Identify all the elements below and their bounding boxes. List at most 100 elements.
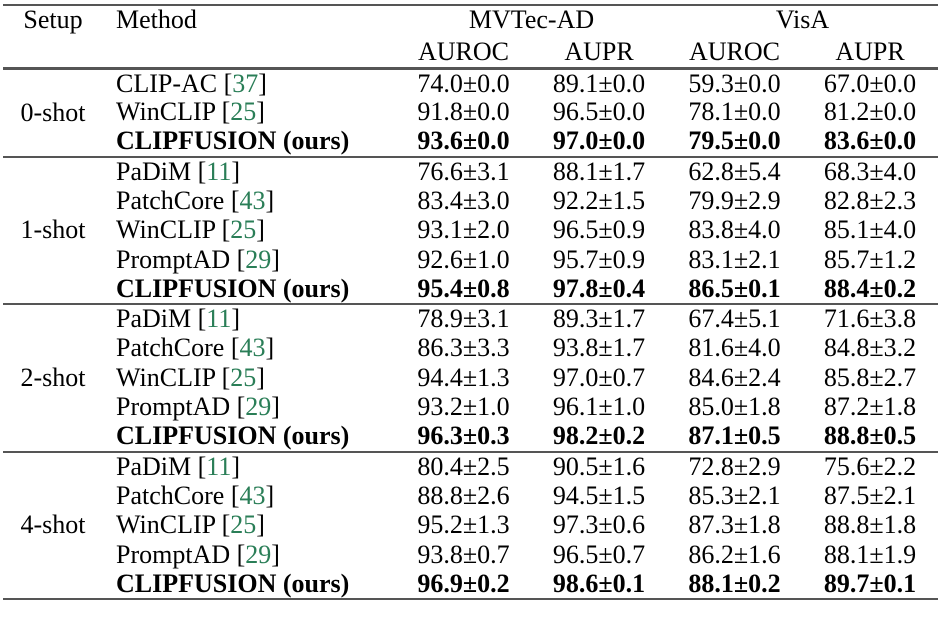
value-cell: 84.8±3.2 <box>823 333 917 363</box>
citation-link[interactable]: [25] <box>222 363 265 392</box>
value-cell: 89.7±0.1 <box>823 568 917 598</box>
value-cell: 85.8±2.7 <box>823 362 917 392</box>
method-cell: PromptAD [29] <box>103 540 396 570</box>
value-cell: 95.4±0.8 <box>417 273 510 303</box>
value-cell: 78.9±3.1 <box>417 304 510 334</box>
citation-bracket-open: [ <box>230 185 240 215</box>
method-name: PaDiM <box>116 156 192 186</box>
citation-link[interactable]: [29] <box>237 540 280 569</box>
method-cell: WinCLIP [25] <box>103 98 396 128</box>
value-cell: 59.3±0.0 <box>688 68 781 98</box>
method-name: PromptAD <box>116 392 231 422</box>
method-name: PromptAD <box>116 244 231 274</box>
setup-cell: 1-shot <box>20 215 86 245</box>
citation-bracket-close: ] <box>231 451 241 481</box>
method-name: PromptAD <box>116 539 231 569</box>
citation-link[interactable]: [25] <box>222 215 265 244</box>
citation-link[interactable]: [43] <box>231 481 274 510</box>
col-header-setup: Setup <box>23 5 83 34</box>
citation-link[interactable]: [25] <box>222 510 265 539</box>
value-cell: 88.1±0.2 <box>688 568 781 598</box>
method-name: WinCLIP <box>116 215 216 245</box>
table-row: PatchCore [43] 83.4±3.0 92.2±1.5 79.9±2.9 82… <box>3 186 938 216</box>
citation-bracket-close: ] <box>271 539 280 569</box>
table-row: CLIPFUSION (ours) 95.4±0.8 97.8±0.4 86.5±0.… <box>3 273 938 305</box>
method-cell: PaDiM [11] <box>103 157 396 187</box>
value-cell: 83.8±4.0 <box>688 215 781 245</box>
citation-number: 25 <box>230 510 257 540</box>
citation-bracket-close: ] <box>271 244 280 274</box>
citation-bracket-close: ] <box>271 392 280 422</box>
table-row: 2-shot PaDiM [11] 78.9±3.1 89.3±1.7 67.4±5.1… <box>3 304 938 391</box>
table-row: 4-shot PaDiM [11] 80.4±2.5 90.5±1.6 72.8±2.9… <box>3 451 938 538</box>
citation-number: 29 <box>245 244 272 274</box>
value-cell: 83.1±2.1 <box>688 244 781 274</box>
citation-number: 29 <box>245 539 272 569</box>
citation-number: 25 <box>230 362 257 392</box>
table-row: WinCLIP [25] 93.1±2.0 96.5±0.9 83.8±4.0 85.1… <box>3 216 938 246</box>
value-cell: 89.3±1.7 <box>552 304 646 334</box>
value-cell: 93.8±1.7 <box>552 333 646 363</box>
col-header-aupr-mvtec: AUPR <box>564 37 634 67</box>
setup-group: 4-shot PaDiM [11] 80.4±2.5 90.5±1.6 72.8±2.9… <box>3 451 939 600</box>
citation-link[interactable]: [43] <box>231 186 274 215</box>
value-cell: 67.4±5.1 <box>688 304 781 334</box>
citation-link[interactable]: [29] <box>237 245 280 274</box>
citation-link[interactable]: [43] <box>231 333 274 362</box>
value-cell: 95.2±1.3 <box>417 510 510 540</box>
header-row-metrics: AUROC AUPR AUROC AUPR <box>3 38 938 68</box>
setup-group: 1-shot PaDiM [11] 76.6±3.1 88.1±1.7 62.8±5.4… <box>3 156 939 305</box>
method-name: CLIPFUSION (ours) <box>116 568 350 598</box>
value-cell: 96.9±0.2 <box>417 568 510 598</box>
table-row: CLIPFUSION (ours) 96.9±0.2 98.6±0.1 88.1±0.… <box>3 568 938 600</box>
setup-group: 2-shot PaDiM [11] 78.9±3.1 89.3±1.7 67.4±5.1… <box>3 304 939 452</box>
citation-number: 43 <box>239 185 266 215</box>
results-table: Setup Method MVTec-AD VisA AUROC AUPR AU… <box>3 4 939 600</box>
value-cell: 94.5±1.5 <box>552 480 646 510</box>
value-cell: 75.6±2.2 <box>823 451 917 481</box>
value-cell: 87.3±1.8 <box>688 510 781 540</box>
value-cell: 92.2±1.5 <box>552 185 646 215</box>
value-cell: 85.0±1.8 <box>688 392 781 422</box>
citation-bracket-open: [ <box>236 244 246 274</box>
value-cell: 97.0±0.0 <box>552 126 646 156</box>
citation-number: 11 <box>206 304 232 334</box>
citation-link[interactable]: [11] <box>198 452 240 481</box>
table-row: PromptAD [29] 92.6±1.0 95.7±0.9 83.1±2.1 85.… <box>3 245 938 275</box>
value-cell: 96.3±0.3 <box>417 421 510 451</box>
citation-bracket-open: [ <box>221 97 231 127</box>
value-cell: 93.1±2.0 <box>417 215 510 245</box>
citation-link[interactable]: [25] <box>222 97 265 126</box>
col-header-method: Method <box>116 5 197 34</box>
value-cell: 93.6±0.0 <box>417 126 510 156</box>
citation-bracket-close: ] <box>256 362 265 392</box>
citation-bracket-open: [ <box>197 156 207 186</box>
setup-cell: 4-shot <box>20 510 86 540</box>
value-cell: 88.1±1.7 <box>552 156 646 186</box>
citation-link[interactable]: [37] <box>224 69 267 98</box>
value-cell: 82.8±2.3 <box>823 185 917 215</box>
value-cell: 87.5±2.1 <box>823 480 917 510</box>
value-cell: 85.7±1.2 <box>823 244 917 274</box>
value-cell: 95.7±0.9 <box>552 244 646 274</box>
citation-number: 37 <box>232 68 259 98</box>
method-name: WinCLIP <box>116 97 216 127</box>
value-cell: 98.6±0.1 <box>552 568 646 598</box>
value-cell: 88.4±0.2 <box>823 273 917 303</box>
citation-number: 43 <box>239 333 266 363</box>
value-cell: 68.3±4.0 <box>823 156 917 186</box>
citation-link[interactable]: [11] <box>198 304 240 333</box>
citation-link[interactable]: [11] <box>198 157 240 186</box>
value-cell: 96.5±0.7 <box>552 539 646 569</box>
method-name: CLIPFUSION (ours) <box>116 421 350 451</box>
table-row: PromptAD [29] 93.8±0.7 96.5±0.7 86.2±1.6 88.… <box>3 540 938 570</box>
value-cell: 93.2±1.0 <box>417 392 510 422</box>
value-cell: 84.6±2.4 <box>688 362 781 392</box>
citation-bracket-close: ] <box>265 333 275 363</box>
citation-link[interactable]: [29] <box>237 392 280 421</box>
table-row: 0-shot CLIP-AC [37] 74.0±0.0 89.1±0.0 59.3±0… <box>3 68 938 126</box>
method-name: PatchCore <box>116 185 225 215</box>
citation-number: 43 <box>239 480 266 510</box>
table-row: PatchCore [43] 86.3±3.3 93.8±1.7 81.6±4.0 84… <box>3 334 938 364</box>
method-cell: CLIPFUSION (ours) <box>103 568 396 600</box>
